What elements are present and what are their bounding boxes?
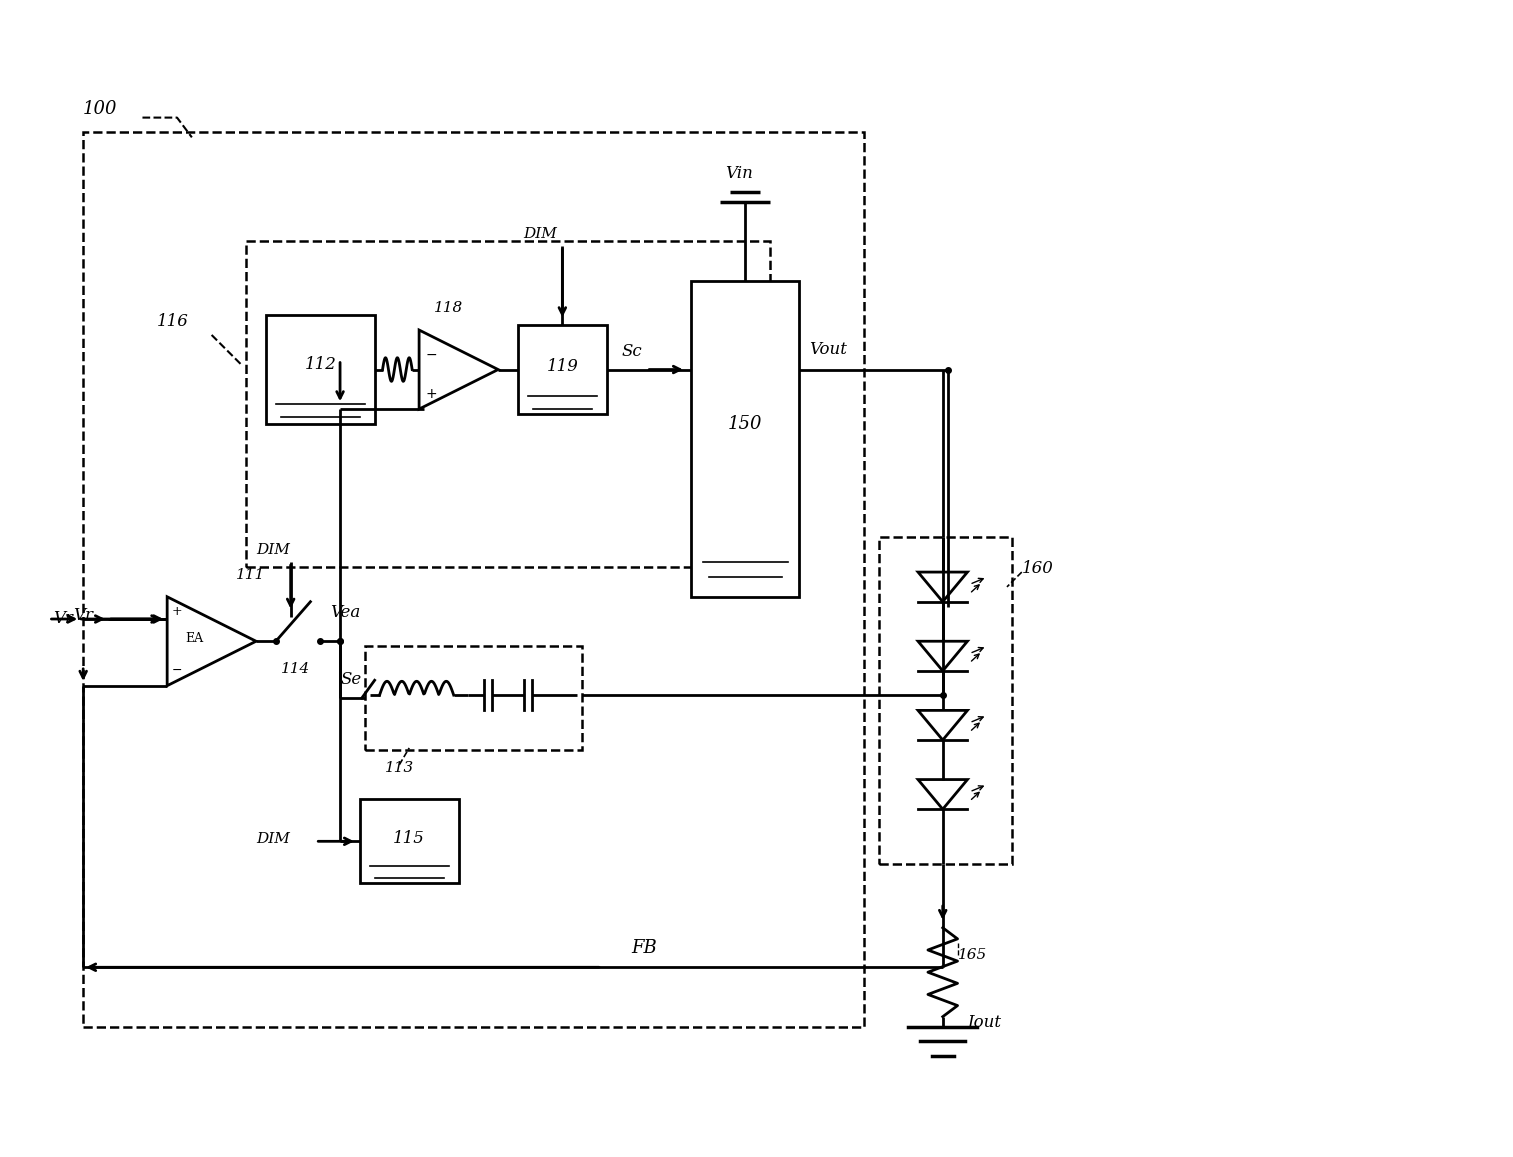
- Text: Vin: Vin: [725, 164, 753, 182]
- Text: Se: Se: [340, 671, 362, 688]
- Text: 165: 165: [958, 949, 986, 963]
- Text: 114: 114: [281, 662, 310, 676]
- Text: DIM: DIM: [523, 227, 557, 241]
- Text: 119: 119: [546, 358, 578, 375]
- Text: 116: 116: [157, 314, 189, 330]
- Text: 160: 160: [1021, 560, 1053, 577]
- Text: Sc: Sc: [622, 342, 642, 360]
- Bar: [247, 241, 770, 567]
- Bar: [691, 281, 799, 597]
- Text: −: −: [425, 348, 437, 362]
- Text: Vout: Vout: [809, 340, 847, 358]
- Bar: [365, 646, 583, 750]
- Text: 111: 111: [236, 568, 266, 582]
- Text: 113: 113: [384, 760, 413, 775]
- Text: 118: 118: [434, 301, 463, 315]
- Text: +: +: [172, 605, 183, 618]
- Text: Vea: Vea: [330, 604, 360, 621]
- Bar: [517, 325, 607, 414]
- Bar: [879, 538, 1012, 863]
- Text: DIM: DIM: [256, 544, 290, 558]
- Text: EA: EA: [186, 632, 204, 644]
- Text: 100: 100: [83, 100, 118, 118]
- Text: 115: 115: [393, 830, 425, 847]
- Text: Vr: Vr: [73, 607, 94, 624]
- Text: 112: 112: [304, 356, 336, 373]
- Text: −: −: [172, 664, 182, 677]
- Bar: [360, 799, 458, 883]
- Text: FB: FB: [631, 939, 657, 957]
- Text: Iout: Iout: [967, 1015, 1002, 1032]
- Text: DIM: DIM: [256, 832, 290, 846]
- Text: +: +: [425, 388, 437, 401]
- Text: 150: 150: [728, 415, 763, 433]
- Bar: [83, 132, 864, 1026]
- Bar: [266, 315, 375, 423]
- Text: Vr: Vr: [53, 610, 74, 627]
